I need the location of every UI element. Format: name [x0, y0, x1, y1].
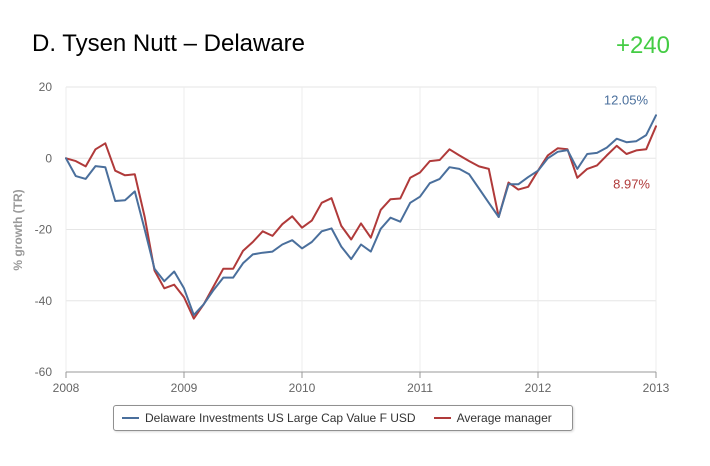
x-tick-label: 2013	[643, 381, 670, 395]
x-tick-label: 2008	[53, 381, 80, 395]
y-tick-label: 20	[39, 80, 53, 94]
end-label-average: 8.97%	[613, 176, 650, 191]
y-tick-label: 0	[45, 151, 52, 165]
x-tick-label: 2011	[407, 381, 433, 395]
end-labels: 12.05% 8.97%	[604, 92, 651, 191]
growth-badge: +240	[615, 32, 670, 59]
series-line-fund	[65, 114, 657, 316]
x-tick-label: 2009	[171, 381, 198, 395]
grid-lines	[65, 86, 657, 373]
series-lines	[65, 114, 657, 320]
legend-item-average[interactable]: Average manager	[433, 411, 552, 425]
y-tick-label: -40	[35, 294, 53, 308]
x-tick-label: 2010	[289, 381, 316, 395]
chart-title: D. Tysen Nutt – Delaware	[32, 30, 306, 57]
legend-label-fund: Delaware Investments US Large Cap Value …	[145, 411, 416, 425]
x-tick-label: 2012	[525, 381, 552, 395]
y-axis-label: % growth (TR)	[11, 189, 25, 270]
y-tick-label: -60	[35, 365, 53, 379]
end-label-fund: 12.05%	[604, 92, 649, 107]
y-tick-label: -20	[35, 223, 53, 237]
legend-swatch-fund	[122, 417, 139, 419]
legend-item-fund[interactable]: Delaware Investments US Large Cap Value …	[122, 411, 416, 425]
legend-swatch-average	[433, 417, 451, 419]
legend-label-average: Average manager	[456, 411, 552, 425]
legend: Delaware Investments US Large Cap Value …	[113, 405, 573, 431]
series-line-average	[65, 125, 657, 320]
